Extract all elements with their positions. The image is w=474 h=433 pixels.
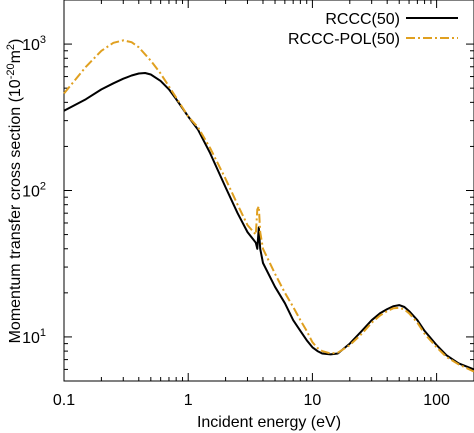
y-axis-label-main: Momentum transfer cross section (10: [7, 79, 24, 343]
axis-ticks: [63, 0, 474, 382]
y-axis-label-exponent: -20: [5, 63, 17, 79]
y-tick-label-exponent: 1: [40, 327, 46, 339]
y-tick-label: 101: [22, 327, 46, 347]
y-axis-label-unit-exponent: 2: [5, 44, 17, 50]
legend: RCCC(50) RCCC-POL(50): [288, 11, 458, 48]
x-axis-label: Incident energy (eV): [197, 414, 341, 431]
x-tick-label: 1: [184, 392, 193, 409]
legend-label-rccc-pol: RCCC-POL(50): [288, 31, 400, 48]
y-tick-label-base: 10: [22, 37, 40, 54]
y-axis-label: Momentum transfer cross section (10-20m2…: [5, 39, 24, 344]
plot-area-frame: [63, 0, 474, 382]
y-tick-label-exponent: 3: [40, 34, 46, 46]
y-tick-label: 102: [22, 181, 46, 201]
x-tick-label: 0.1: [53, 392, 75, 409]
x-tick-label: 10: [304, 392, 322, 409]
x-tick-labels: 0.1 1 10 100: [53, 392, 450, 409]
y-axis-label-close: ): [7, 39, 24, 44]
series-lines: [63, 39, 474, 373]
series-line-rccc: [63, 72, 474, 371]
y-tick-label-exponent: 2: [40, 181, 46, 193]
y-tick-label-base: 10: [22, 184, 40, 201]
legend-label-rccc: RCCC(50): [325, 11, 400, 28]
y-tick-label-base: 10: [22, 330, 40, 347]
x-tick-label: 100: [423, 392, 450, 409]
y-axis-label-unit: m: [7, 50, 24, 63]
series-line-rccc-pol: [63, 39, 474, 373]
y-tick-label: 103: [22, 34, 46, 54]
